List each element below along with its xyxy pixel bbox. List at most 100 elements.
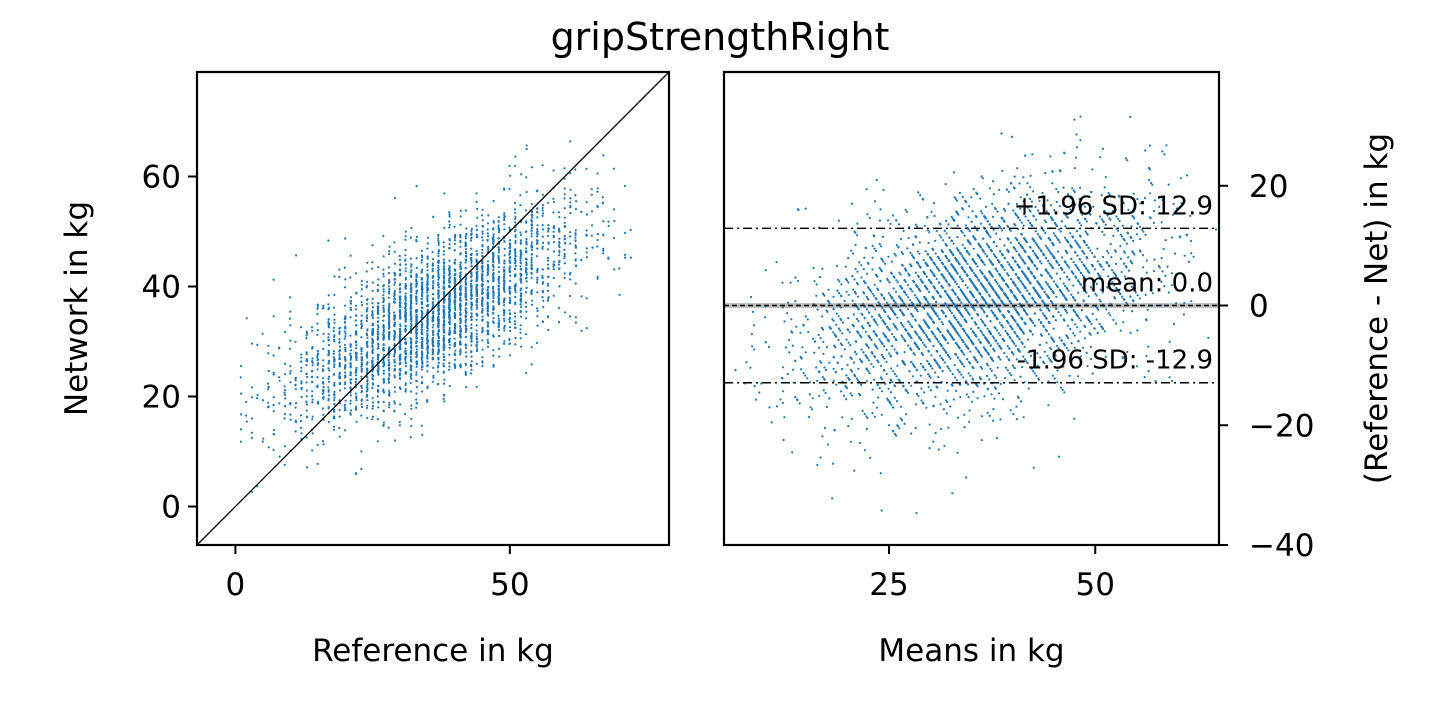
left-point	[503, 281, 506, 284]
right-point	[967, 383, 970, 386]
right-point	[857, 319, 860, 323]
left-point	[453, 249, 456, 252]
left-point	[596, 233, 600, 236]
left-point	[448, 353, 451, 356]
left-point	[585, 297, 588, 300]
left-point	[525, 273, 528, 276]
left-point	[267, 369, 270, 373]
left-point	[415, 295, 418, 298]
right-point	[1015, 250, 1018, 253]
left-point	[491, 228, 495, 231]
left-point	[344, 363, 347, 366]
right-point	[845, 290, 848, 293]
left-point	[475, 335, 478, 338]
left-point	[404, 353, 407, 356]
left-point	[492, 290, 495, 293]
left-point	[437, 286, 440, 289]
right-point	[992, 419, 995, 422]
right-point	[990, 309, 993, 312]
left-point	[464, 327, 467, 330]
left-point	[398, 334, 401, 338]
left-point	[376, 440, 379, 443]
left-point	[569, 231, 572, 234]
right-point	[817, 333, 820, 337]
left-point	[267, 385, 270, 388]
left-point	[470, 247, 473, 250]
left-point	[365, 406, 369, 410]
left-point	[409, 436, 412, 439]
left-point	[497, 224, 500, 227]
right-point	[1189, 214, 1192, 217]
left-point	[415, 308, 418, 311]
left-point	[426, 242, 429, 245]
left-point	[338, 373, 341, 376]
left-point	[311, 395, 314, 398]
left-point	[316, 359, 319, 362]
right-point	[1029, 354, 1033, 357]
right-point	[916, 298, 919, 301]
left-point	[289, 296, 292, 299]
right-point	[1106, 249, 1109, 252]
left-point	[343, 356, 346, 359]
left-point	[344, 304, 347, 307]
right-point	[1104, 355, 1107, 358]
right-point	[1054, 319, 1057, 322]
right-point	[867, 359, 871, 362]
right-point	[1057, 311, 1060, 314]
left-point	[404, 314, 407, 318]
left-point	[382, 310, 385, 313]
right-point	[1075, 230, 1079, 233]
right-point	[1048, 357, 1051, 360]
right-point	[912, 352, 915, 355]
right-point	[1034, 264, 1037, 268]
left-point	[316, 376, 319, 379]
left-point	[442, 362, 445, 365]
left-point	[470, 308, 473, 311]
left-point	[563, 242, 567, 245]
left-point	[382, 381, 385, 384]
left-point	[322, 390, 325, 393]
left-point	[365, 310, 368, 313]
left-point	[563, 234, 566, 237]
left-point	[464, 321, 467, 324]
right-point	[939, 403, 942, 406]
left-point	[574, 208, 578, 211]
left-point	[398, 330, 402, 333]
right-point	[1171, 380, 1174, 383]
left-point	[519, 278, 522, 281]
left-point	[513, 312, 517, 315]
left-point	[404, 263, 407, 266]
right-point	[900, 334, 903, 337]
left-point	[371, 377, 374, 380]
right-point	[1089, 358, 1092, 361]
left-point	[322, 388, 325, 391]
right-point	[909, 323, 912, 326]
left-point	[459, 348, 462, 351]
left-point	[530, 253, 533, 256]
left-point	[476, 216, 479, 219]
right-point	[885, 348, 888, 351]
left-point	[338, 354, 341, 357]
left-point	[366, 345, 369, 348]
left-point	[387, 389, 391, 392]
left-point	[283, 362, 287, 365]
left-point	[519, 239, 523, 242]
left-point	[415, 240, 418, 243]
left-point	[267, 406, 270, 409]
left-point	[338, 382, 341, 386]
left-point	[437, 320, 440, 323]
left-point	[420, 278, 423, 281]
left-point	[321, 440, 325, 443]
left-point	[486, 279, 489, 282]
left-point	[431, 352, 435, 355]
left-point	[355, 395, 358, 398]
left-point	[365, 270, 368, 273]
left-point	[393, 348, 396, 351]
left-point	[437, 343, 440, 346]
left-point	[426, 354, 429, 357]
left-point	[393, 292, 396, 295]
left-point	[399, 367, 402, 371]
right-point	[883, 357, 886, 360]
left-point	[327, 386, 330, 389]
left-point	[514, 267, 517, 271]
